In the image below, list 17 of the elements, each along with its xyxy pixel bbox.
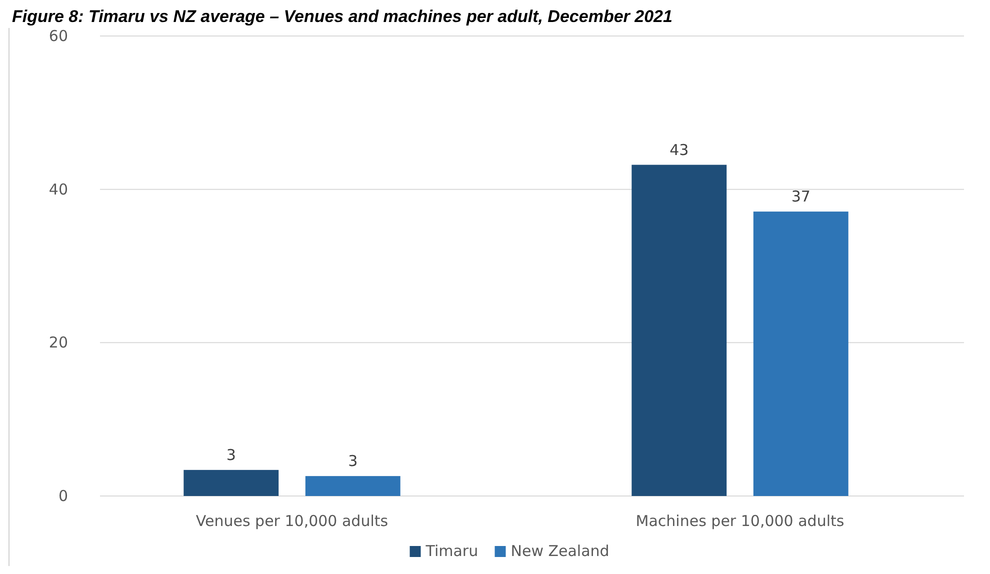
data-label: 3 — [226, 446, 236, 464]
legend-label: Timaru — [424, 542, 478, 560]
x-tick-label: Venues per 10,000 adults — [196, 512, 388, 530]
y-tick-label: 20 — [48, 334, 68, 352]
bar — [753, 212, 848, 496]
y-tick-label: 60 — [48, 27, 68, 45]
x-tick-label: Machines per 10,000 adults — [636, 512, 844, 530]
bar — [184, 470, 279, 496]
bar — [632, 164, 727, 496]
y-tick-label: 40 — [48, 180, 68, 198]
legend-label: New Zealand — [510, 542, 610, 560]
data-label: 3 — [348, 452, 358, 470]
bar — [305, 476, 400, 496]
y-tick-label: 0 — [58, 487, 68, 505]
data-label: 43 — [670, 140, 689, 159]
chart-title: Figure 8: Timaru vs NZ average – Venues and machines per adult, December 2021 — [12, 7, 672, 26]
data-label: 37 — [791, 188, 810, 206]
